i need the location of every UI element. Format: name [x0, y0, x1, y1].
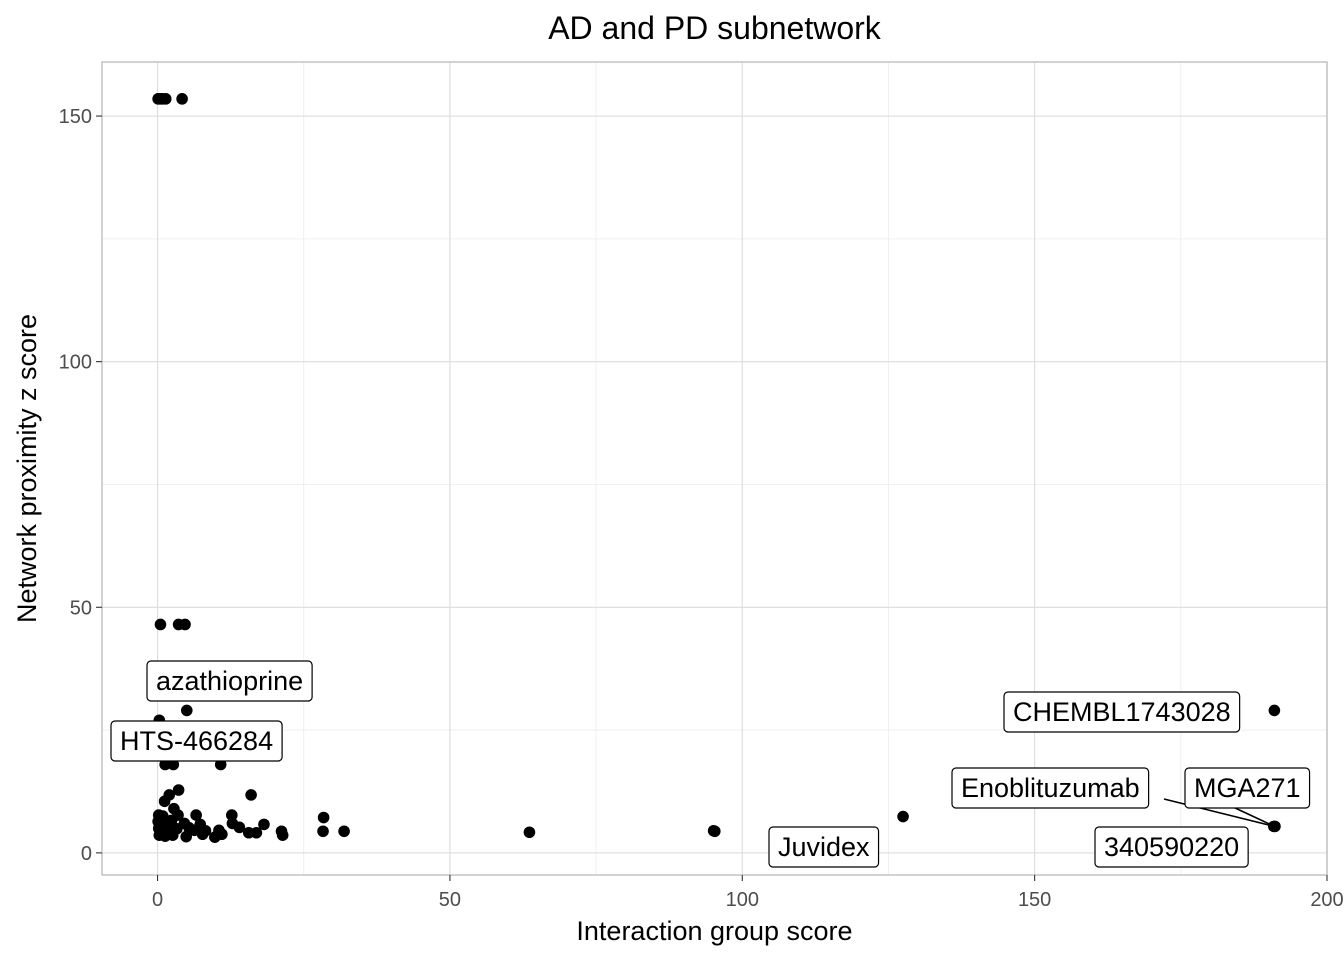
data-point: [172, 784, 185, 796]
x-tick-label: 150: [1018, 889, 1051, 911]
data-point: [180, 830, 193, 843]
label-box: [1094, 826, 1249, 868]
data-point: [338, 825, 350, 838]
y-tick-label: 150: [59, 106, 92, 128]
label-text: CHEMBL1743028: [1013, 697, 1231, 727]
y-tick-label: 100: [59, 352, 92, 374]
label-box: [768, 826, 880, 868]
label-text: Juvidex: [778, 832, 870, 862]
data-point: [233, 821, 246, 834]
point-label: HTS-466284: [110, 720, 283, 762]
label-box: [146, 660, 313, 702]
x-tick-label: 200: [1310, 889, 1343, 911]
point-label: CHEMBL1743028: [1003, 691, 1241, 733]
data-point: [154, 618, 167, 631]
data-point: [245, 789, 257, 801]
data-points: [152, 93, 1281, 843]
label-box: [1184, 767, 1311, 809]
point-label: 340590220: [1094, 826, 1249, 868]
x-tick-label: 0: [152, 889, 163, 911]
y-axis-ticks: 0 50 100 150: [59, 106, 102, 865]
data-point: [158, 795, 171, 808]
data-point: [179, 618, 191, 631]
data-point: [258, 818, 270, 831]
y-tick-label: 0: [81, 843, 92, 865]
x-tick-label: 100: [726, 889, 759, 911]
label-box: [951, 767, 1150, 809]
data-point: [1269, 820, 1281, 833]
data-point: [708, 825, 721, 838]
label-box: [1003, 691, 1241, 733]
x-axis-title: Interaction group score: [576, 916, 852, 946]
data-point: [176, 93, 188, 105]
data-point: [276, 829, 289, 842]
panel-border: [101, 61, 1328, 876]
x-tick-label: 50: [439, 889, 461, 911]
data-point: [317, 825, 329, 838]
data-point: [196, 828, 209, 841]
data-point: [180, 704, 193, 717]
label-text: Enoblituzumab: [961, 773, 1140, 803]
data-point: [190, 809, 202, 821]
y-tick-label: 50: [70, 597, 92, 619]
chart-title: AD and PD subnetwork: [548, 10, 882, 46]
data-point: [523, 826, 536, 839]
point-labels: azathioprine HTS-466284 CHEMBL1743028 Enobl…: [110, 660, 1311, 868]
data-point: [317, 811, 330, 824]
label-text: 340590220: [1104, 832, 1239, 862]
data-point: [159, 93, 172, 105]
label-box: [110, 720, 283, 762]
label-leader-line: [1163, 798, 1275, 828]
point-label: Enoblituzumab: [951, 767, 1275, 828]
data-point: [250, 826, 263, 839]
grid-lines: [102, 62, 1328, 875]
data-point: [166, 829, 179, 842]
label-text: HTS-466284: [120, 726, 273, 756]
data-point: [897, 810, 909, 823]
point-label: azathioprine: [146, 660, 313, 702]
data-point: [1268, 704, 1281, 717]
point-label: Juvidex: [768, 826, 880, 868]
label-text: MGA271: [1194, 773, 1301, 803]
data-point: [216, 828, 228, 841]
y-axis-title: Network proximity z score: [12, 314, 42, 623]
point-label: MGA271: [1184, 767, 1311, 828]
x-axis-ticks: 0 50 100 150 200: [152, 875, 1344, 911]
label-text: azathioprine: [156, 666, 303, 696]
label-leader-line: [1232, 806, 1275, 828]
data-point: [226, 809, 238, 821]
